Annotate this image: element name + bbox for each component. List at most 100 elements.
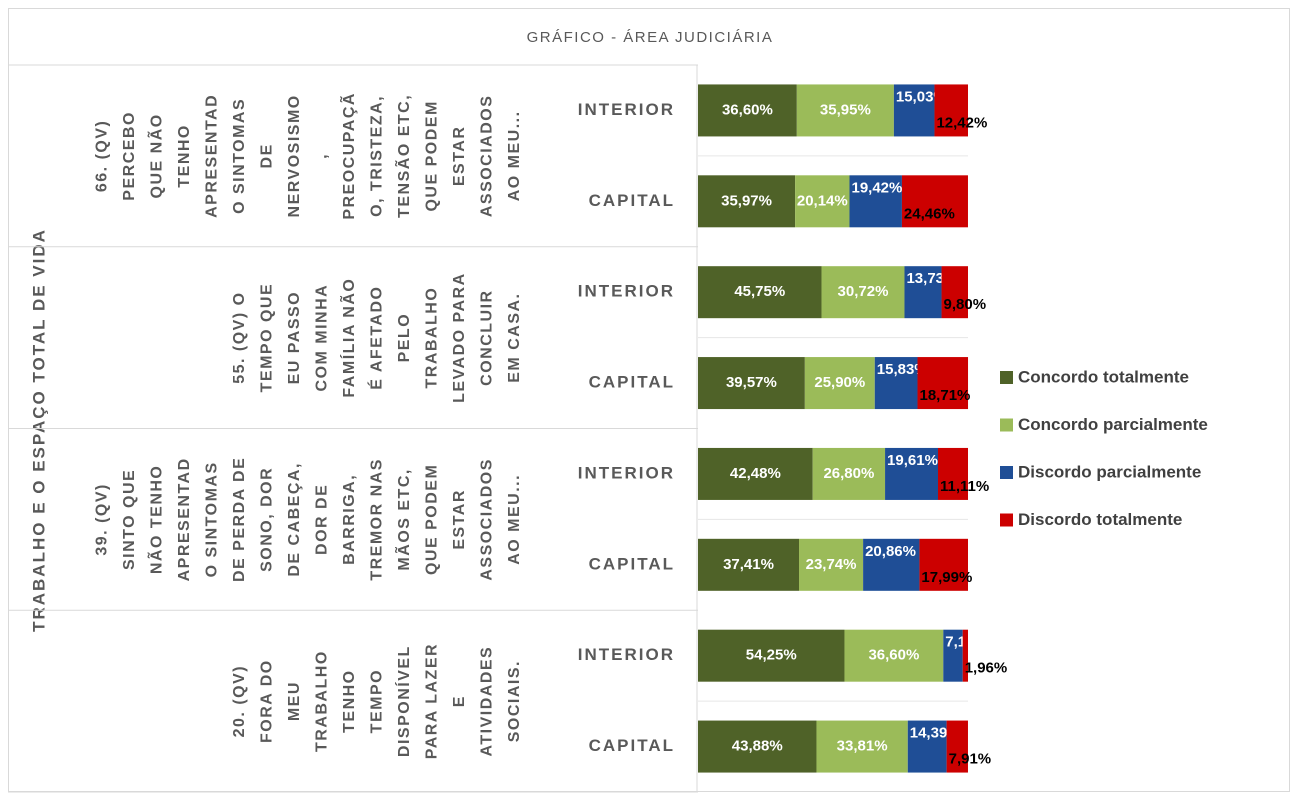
group-label: 66. (QV) — [94, 120, 111, 192]
group-label: ESTAR — [451, 126, 468, 187]
legend-label: Discordo parcialmente — [1018, 462, 1201, 481]
category-label: INTERIOR — [578, 463, 675, 482]
bar-segment — [698, 538, 800, 591]
value-label: 1,96% — [965, 660, 1008, 677]
value-label: 12,42% — [936, 114, 987, 131]
group-label: TEMPO QUE — [259, 283, 276, 393]
bar-segment — [816, 720, 908, 773]
value-label: 33,81% — [837, 738, 888, 755]
group-label: E — [451, 695, 468, 707]
group-label: SINTO QUE — [121, 469, 138, 570]
bar-segment — [874, 357, 918, 410]
value-label: 18,71% — [920, 387, 971, 404]
bar-segment — [698, 720, 817, 773]
category-label: INTERIOR — [578, 282, 675, 301]
group-label: QUE NÃO — [146, 113, 166, 198]
bar-segment — [812, 447, 886, 500]
bar-segment — [698, 447, 813, 500]
bar-segment — [893, 84, 935, 137]
group-label: O SINTOMAS — [231, 98, 248, 214]
group-label: DISPONÍVEL — [394, 645, 413, 757]
value-label: 19,61% — [887, 452, 938, 469]
group-label: , — [314, 153, 331, 159]
group-label: TENHO — [341, 669, 358, 733]
bar-segment — [698, 84, 797, 137]
group-label: LEVADO PARA — [451, 272, 468, 403]
category-label: INTERIOR — [578, 100, 675, 119]
group-label: EU PASSO — [286, 291, 303, 385]
group-label: TENHO — [176, 124, 193, 188]
group-label: 55. (QV) O — [231, 291, 248, 383]
category-label: CAPITAL — [589, 554, 675, 573]
legend-swatch — [1000, 466, 1013, 479]
value-label: 20,86% — [865, 543, 916, 560]
legend-label: Discordo totalmente — [1018, 510, 1182, 529]
bar-segment — [844, 629, 944, 682]
value-label: 15,83% — [877, 361, 928, 378]
bar-segment — [934, 84, 968, 137]
group-label: NÃO TENHO — [146, 465, 166, 575]
group-label: PELO — [396, 313, 413, 363]
axis-label: TRABALHO E O ESPAÇO TOTAL DE VIDA — [29, 228, 48, 632]
bar-segment — [804, 357, 875, 410]
value-label: 42,48% — [730, 465, 781, 482]
value-label: 35,95% — [820, 101, 871, 118]
group-label: PREOCUPAÇÃ — [338, 92, 358, 220]
value-label: 9,80% — [944, 296, 987, 313]
group-label: DE CABEÇA, — [286, 462, 303, 577]
legend-swatch — [1000, 418, 1013, 432]
value-label: 11,11% — [940, 478, 989, 495]
group-label: É AFETADO — [367, 286, 386, 390]
group-label: SOCIAIS. — [506, 660, 523, 742]
group-label: DOR DE — [314, 484, 331, 555]
category-label: INTERIOR — [578, 645, 675, 664]
bar-segment — [904, 266, 942, 319]
group-label: PERCEBO — [121, 111, 138, 201]
value-label: 43,88% — [732, 738, 783, 755]
group-label: QUE PODEM — [424, 464, 441, 575]
bar-segment — [907, 720, 947, 773]
group-label: QUE PODEM — [424, 100, 441, 211]
group-label: O, TRISTEZA, — [369, 95, 386, 217]
value-label: 36,60% — [722, 101, 773, 118]
group-label: CONCLUIR — [479, 289, 496, 385]
group-label: FAMÍLIA NÃO — [338, 278, 358, 398]
bar-segment — [962, 629, 968, 682]
value-label: 20,14% — [797, 192, 848, 209]
group-label: TRABALHO — [314, 650, 331, 752]
bar-segment — [917, 357, 969, 410]
group-label: NERVOSISMO — [286, 94, 303, 217]
bar-segment — [849, 175, 902, 228]
group-label: APRESENTAD — [204, 94, 221, 218]
bar-segment — [799, 538, 864, 591]
bar-segment — [938, 447, 968, 500]
group-label: TEMPO — [369, 669, 386, 733]
value-label: 37,41% — [723, 556, 774, 573]
value-label: 26,80% — [823, 465, 874, 482]
bar-segment — [885, 447, 939, 500]
group-label: COM MINHA — [314, 284, 331, 392]
value-label: 23,74% — [806, 556, 857, 573]
bar-segment — [698, 266, 822, 319]
group-label: ASSOCIADOS — [479, 95, 496, 218]
group-label: 20. (QV) — [231, 665, 248, 737]
legend-swatch — [1000, 513, 1013, 527]
group-label: DE PERDA DE — [231, 457, 248, 582]
group-label: DE — [259, 143, 276, 168]
value-label: 17,99% — [921, 569, 972, 586]
value-label: 15,03% — [896, 88, 947, 105]
legend-label: Concordo totalmente — [1018, 367, 1189, 386]
bar-segment — [901, 175, 968, 228]
chart-border — [8, 8, 1290, 792]
bar-segment — [821, 266, 905, 319]
group-label: ATIVIDADES — [479, 646, 496, 757]
group-label: 39. (QV) — [94, 483, 111, 555]
group-label: ESTAR — [451, 489, 468, 550]
group-label: MÃOS ETC, — [393, 468, 413, 570]
group-label: AO MEU... — [506, 110, 523, 201]
value-label: 35,97% — [721, 192, 772, 209]
group-label: TENSÃO ETC, — [393, 94, 413, 218]
group-label: TRABALHO — [424, 287, 441, 389]
value-label: 7,91% — [949, 751, 992, 768]
value-label: 25,90% — [814, 374, 865, 391]
